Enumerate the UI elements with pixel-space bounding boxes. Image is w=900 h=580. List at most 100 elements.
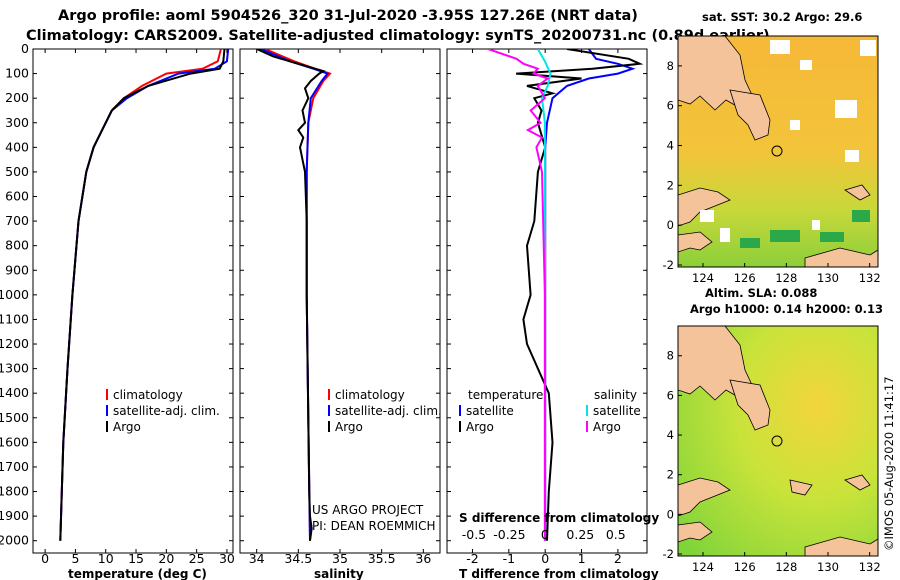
x-tick-label: 35: [332, 551, 348, 566]
x-tick-label: -2: [466, 551, 478, 566]
lon-tick-label: 126: [734, 271, 756, 285]
lat-tick-label: 0: [667, 507, 674, 521]
temperature-x-axis: 0 5 10 15 20 25 30: [41, 49, 235, 566]
credit-line-1: US ARGO PROJECT: [312, 503, 424, 517]
cloud-gap: [720, 228, 730, 242]
lon-tick-label: 130: [817, 560, 839, 574]
x-tick-label: -1: [503, 551, 515, 566]
depth-tick-label: 900: [5, 262, 29, 277]
cloud-gap: [800, 60, 812, 70]
cool-patches: [740, 210, 870, 248]
sla-map-frame: [677, 325, 879, 557]
land-mass: [678, 187, 731, 227]
salinity-panel-frame: [239, 48, 441, 554]
salinity-x-axis: 34 34.5 35 35.5 36: [249, 49, 431, 566]
x-tick-label: 0: [541, 551, 549, 566]
legend-argo: Argo: [113, 420, 141, 434]
depth-tick-label: 1100: [0, 311, 29, 326]
series-salinity-argo: [487, 49, 550, 541]
legend-temp-argo: Argo: [466, 420, 494, 434]
x-tick-label: 34.5: [284, 551, 312, 566]
temperature-plot: [59, 49, 230, 541]
sla-map-axes: 124 126 128 130 132 8 6 4 2 0 -2: [663, 349, 881, 574]
series-temperature-argo: [516, 49, 644, 541]
depth-tick-label: 1500: [0, 410, 29, 425]
lat-tick-label: 8: [667, 59, 674, 73]
depth-tick-label: 500: [5, 164, 29, 179]
temperature-panel-frame: [32, 48, 234, 554]
legend-sal-argo: Argo: [593, 420, 621, 434]
x-tick-label: 1: [578, 551, 586, 566]
depth-tick-label: 1700: [0, 459, 29, 474]
land-mass: [804, 536, 878, 556]
lat-tick-label: 4: [667, 428, 674, 442]
land-mass: [678, 231, 713, 253]
title-line-2: Climatology: CARS2009. Satellite-adjuste…: [26, 28, 770, 44]
sla-map-subtitle: Argo h1000: 0.14 h2000: 0.13: [690, 302, 883, 316]
legend-climatology: climatology: [335, 388, 405, 402]
land-mass: [844, 184, 871, 201]
cloud-gaps: [700, 40, 876, 242]
salinity-axis-label: salinity: [314, 567, 364, 580]
depth-tick-label: 1800: [0, 484, 29, 499]
secondary-x-tick-label: 0.5: [606, 527, 626, 542]
x-tick-label: 35.5: [368, 551, 396, 566]
title-line-1: Argo profile: aoml 5904526_320 31-Jul-20…: [58, 8, 638, 24]
cloud-gap: [835, 100, 857, 118]
sla-map-title: Altim. SLA: 0.088: [705, 286, 817, 300]
depth-tick-label: 1200: [0, 336, 29, 351]
lon-tick-label: 124: [692, 560, 714, 574]
series-satellite-adj-clim-: [59, 49, 230, 541]
sst-map-axes: 124 126 128 130 132 8 6 4 2 0 -2: [663, 59, 881, 285]
series-climatology: [59, 49, 222, 541]
lat-tick-label: 0: [667, 218, 674, 232]
cool-patch: [852, 210, 870, 222]
series-temperature-satellite: [544, 49, 636, 541]
depth-tick-label: 1300: [0, 361, 29, 376]
depth-tick-label: 700: [5, 213, 29, 228]
timestamp-watermark: ©IMOS 05-Aug-2020 11:41:17: [882, 376, 896, 551]
land-mass: [729, 379, 771, 431]
difference-axis-label: T difference from climatology: [459, 567, 659, 580]
land-mass: [678, 521, 713, 543]
sla-map: [678, 326, 878, 556]
cloud-gap: [860, 40, 876, 56]
x-tick-label: 20: [158, 551, 174, 566]
depth-tick-label: 800: [5, 238, 29, 253]
lon-tick-label: 124: [692, 271, 714, 285]
x-tick-label: 0: [41, 551, 49, 566]
lat-tick-label: -2: [663, 547, 674, 561]
difference-panel-frame: [446, 48, 648, 554]
temperature-axis-label: temperature (deg C): [68, 567, 207, 580]
legend-satellite-adj: satellite-adj. clim.: [335, 404, 442, 418]
depth-tick-label: 100: [5, 66, 29, 81]
cloud-gap: [790, 120, 800, 130]
x-tick-label: 2: [614, 551, 622, 566]
x-tick-label: 5: [71, 551, 79, 566]
depth-tick-label: 1600: [0, 434, 29, 449]
cloud-gap: [770, 40, 790, 54]
x-tick-label: 25: [189, 551, 205, 566]
lon-tick-label: 132: [859, 560, 881, 574]
land-mass: [844, 474, 871, 491]
argo-float-marker: [771, 435, 783, 447]
x-tick-label: 34: [249, 551, 265, 566]
lon-tick-label: 128: [775, 560, 797, 574]
legend-satellite-adj: satellite-adj. clim.: [113, 404, 220, 418]
sst-map: [678, 36, 878, 267]
legend-temperature-heading: temperature: [468, 388, 543, 402]
credit-line-2: PI: DEAN ROEMMICH: [312, 519, 435, 533]
argo-float-marker: [771, 145, 783, 157]
depth-axis: 0 100 200 300 400 500 600 700 800 900 1000 1100 1200…: [0, 41, 647, 548]
salinity-legend: climatology satellite-adj. clim. Argo: [328, 388, 442, 434]
difference-x-axis: -2 -1 0 1 2: [466, 49, 622, 566]
secondary-x-tick-label: -0.5: [462, 527, 486, 542]
cool-patch: [740, 238, 760, 248]
series-satellite-adj-clim-: [260, 49, 330, 541]
land-mass: [729, 89, 771, 141]
temperature-legend: climatology satellite-adj. clim. Argo: [106, 388, 220, 434]
depth-tick-label: 2000: [0, 533, 29, 548]
secondary-x-tick-label: -0.25: [493, 527, 525, 542]
x-tick-label: 30: [219, 551, 235, 566]
